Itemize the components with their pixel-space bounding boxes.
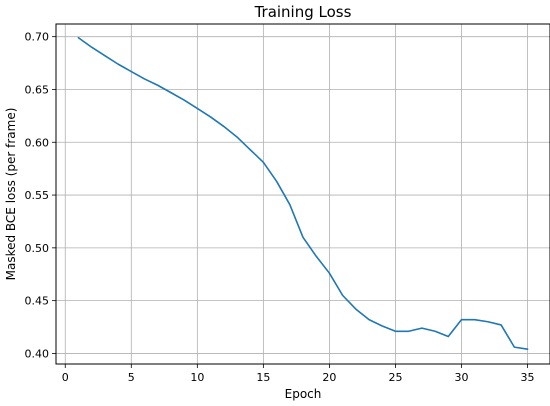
y-tick-label: 0.45 [25, 295, 50, 308]
x-tick-label: 35 [521, 371, 535, 384]
x-tick-label: 15 [256, 371, 270, 384]
y-tick-label: 0.50 [25, 242, 50, 255]
y-tick-label: 0.40 [25, 347, 50, 360]
y-tick-label: 0.70 [25, 31, 50, 44]
x-tick-label: 25 [388, 371, 402, 384]
y-tick-label: 0.65 [25, 83, 50, 96]
y-tick-label: 0.55 [25, 189, 50, 202]
x-tick-label: 20 [322, 371, 336, 384]
plot-frame [55, 23, 550, 365]
grid-lines [56, 24, 550, 364]
series-layer [77, 36, 529, 351]
x-tick-label: 5 [128, 371, 135, 384]
x-axis-ticks: 0 5 10 15 20 25 30 35 [62, 364, 535, 384]
y-axis-ticks: 0.40 0.45 0.50 0.55 0.60 0.65 0.70 [25, 31, 56, 360]
y-axis-label: Masked BCE loss (per frame) [4, 108, 18, 281]
x-axis-label: Epoch [285, 387, 322, 401]
y-tick-label: 0.60 [25, 136, 50, 149]
x-tick-label: 0 [62, 371, 69, 384]
loss-line [77, 36, 529, 351]
x-tick-label: 10 [190, 371, 204, 384]
x-tick-label: 30 [455, 371, 469, 384]
chart-title: Training Loss [254, 3, 352, 21]
